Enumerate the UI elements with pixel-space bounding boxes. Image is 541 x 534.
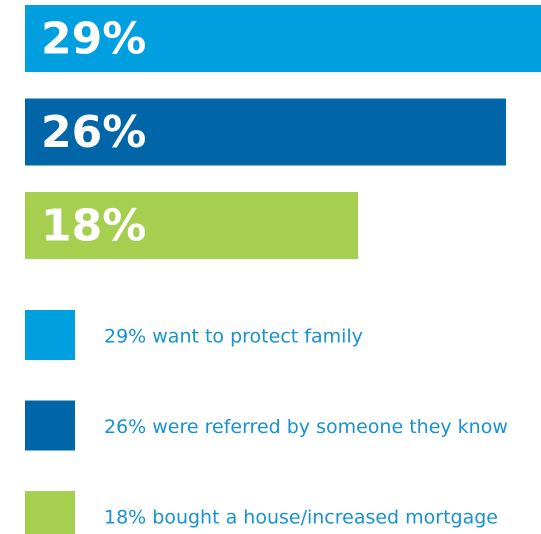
legend-swatch (25, 310, 75, 360)
legend-label: 29% want to protect family (104, 326, 363, 348)
value-label: 18% (41, 201, 146, 252)
legend-label: 18% bought a house/increased mortgage (104, 507, 498, 529)
bar (25, 98, 506, 166)
legend-swatch (25, 491, 75, 534)
legend-label: 26% were referred by someone they know (104, 416, 508, 438)
legend-swatch (25, 400, 75, 451)
value-label: 29% (41, 14, 146, 65)
bar (25, 192, 358, 259)
bar (25, 5, 541, 72)
value-label: 26% (41, 107, 146, 158)
